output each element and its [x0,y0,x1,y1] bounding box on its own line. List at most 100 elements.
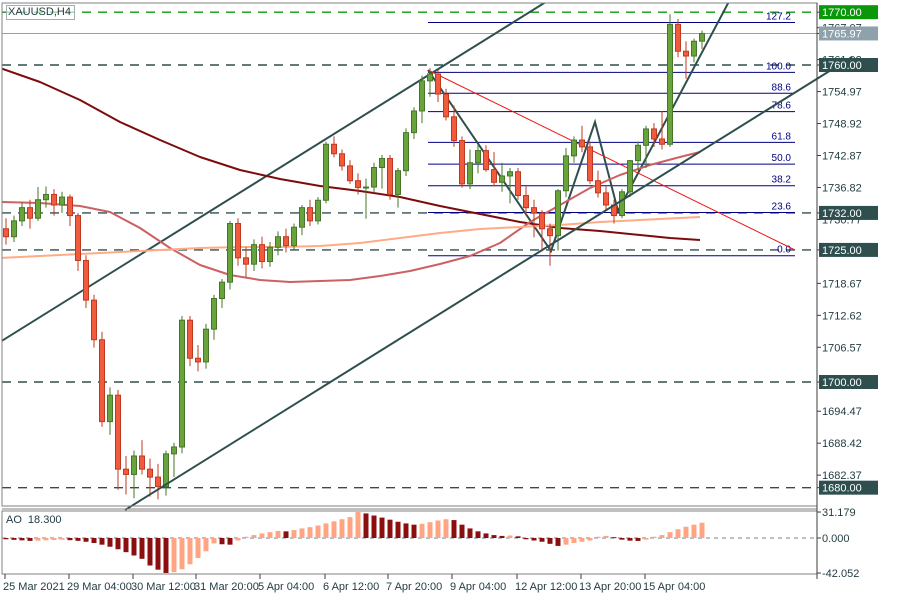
candle-body [51,193,57,206]
ao-histogram-bar [315,525,321,538]
price-badge-label: 1770.00 [822,7,862,19]
ao-histogram-bar [451,520,457,538]
ao-histogram-bar [651,536,657,538]
candle-body [27,207,33,219]
candle-body [187,319,193,359]
candle-body [331,143,337,155]
candle-body [699,32,705,42]
candle-body [59,196,65,206]
candle-body [507,171,513,177]
price-badge-label: 1765.97 [822,28,862,40]
candle-body [499,175,505,183]
ao-histogram-bar [699,522,705,538]
ao-histogram-bar [35,538,41,541]
candle-body [403,132,409,172]
time-axis-label: 30 Mar 12:00 [131,581,196,593]
ao-histogram-bar [171,538,177,573]
price-axis-label: 1748.92 [822,119,862,131]
ao-histogram-bar [411,524,417,538]
ao-histogram-bar [3,538,9,540]
candle-body [219,281,225,300]
candle-body [531,207,537,214]
channel-support-trendline[interactable] [124,56,853,511]
price-axis-label: 1754.97 [822,87,862,99]
ao-histogram-bar [11,538,17,540]
time-axis-label: 29 Mar 04:00 [67,581,132,593]
candle-body [35,199,41,219]
candle-body [659,138,665,145]
candle-body [571,139,577,157]
fibonacci-level-label: 23.6 [772,201,792,212]
ao-axis-label: 31.179 [822,507,856,519]
ao-histogram-bar [667,532,673,538]
candle-body [323,143,329,201]
ao-histogram-bar [291,530,297,538]
candle-body [11,220,17,238]
ao-histogram-bar [107,538,113,547]
ao-histogram-bar [123,538,129,553]
candle-body [547,228,553,237]
ao-histogram-bar [251,535,257,538]
candle-body [651,128,657,140]
ao-histogram-bar [435,520,441,538]
ao-histogram-bar [619,538,625,540]
time-axis-label: 25 Mar 2021 [3,581,65,593]
ao-histogram-bar [131,538,137,556]
ao-histogram-bar [459,524,465,538]
fibonacci-level-label: 100.0 [766,61,791,72]
channel-resistance-trendline[interactable] [0,0,557,342]
candle-body [523,194,529,209]
fibonacci-level-label: 0.0 [777,245,791,256]
ao-histogram-bar [299,528,305,538]
candle-body [619,191,625,217]
candle-body [275,236,281,248]
candle-body [307,207,313,222]
price-pane-frame [1,2,818,507]
candle-body [371,166,377,188]
ao-histogram-bar [635,538,641,541]
candle-body [347,165,353,182]
symbol-label-text: XAUUSD,H4 [8,6,71,18]
symbol-timeframe-label: XAUUSD,H4 [6,5,75,20]
ao-histogram-bar [83,538,89,542]
candle-body [459,140,465,185]
candle-body [387,158,393,195]
ao-histogram-bar [43,538,49,541]
ma-slow-maroon [2,67,701,241]
price-axis-label: 1688.42 [822,438,862,450]
ao-histogram-bar [379,517,385,538]
ao-histogram-bar [371,515,377,538]
descending-red-trendline[interactable] [427,69,796,251]
ao-histogram-bar [259,533,265,538]
time-axis-label: 9 Apr 04:00 [450,581,506,593]
time-axis-label: 15 Apr 04:00 [643,581,705,593]
price-axis-label: 1682.37 [822,470,862,482]
ao-histogram-bar [227,538,233,545]
ao-histogram-bar [195,538,201,558]
ao-histogram-bar [555,538,561,546]
candle-body [203,328,209,363]
candle-body [43,193,49,201]
candle-body [299,207,305,228]
candle-body [227,223,233,283]
price-axis-label: 1712.62 [822,310,862,322]
ao-histogram-bar [27,538,33,541]
ao-axis-label: 0.000 [822,533,850,545]
fibonacci-level-label: 50.0 [772,153,792,164]
ao-histogram-bar [691,524,697,538]
ao-histogram-bar [283,531,289,538]
ao-histogram-bar [355,512,361,538]
candle-body [595,180,601,194]
ao-histogram-bar [595,536,601,538]
ao-histogram-bar [419,523,425,538]
ao-histogram-bar [139,538,145,559]
fibonacci-level-label: 38.2 [772,175,792,186]
price-badge [819,205,878,220]
candle-body [419,80,425,112]
candle-body [411,110,417,134]
candle-body [363,186,369,189]
price-badge-label: 1725.00 [822,245,862,257]
ao-indicator-label: AO 18.300 [6,514,62,526]
ao-histogram-bar [587,538,593,541]
